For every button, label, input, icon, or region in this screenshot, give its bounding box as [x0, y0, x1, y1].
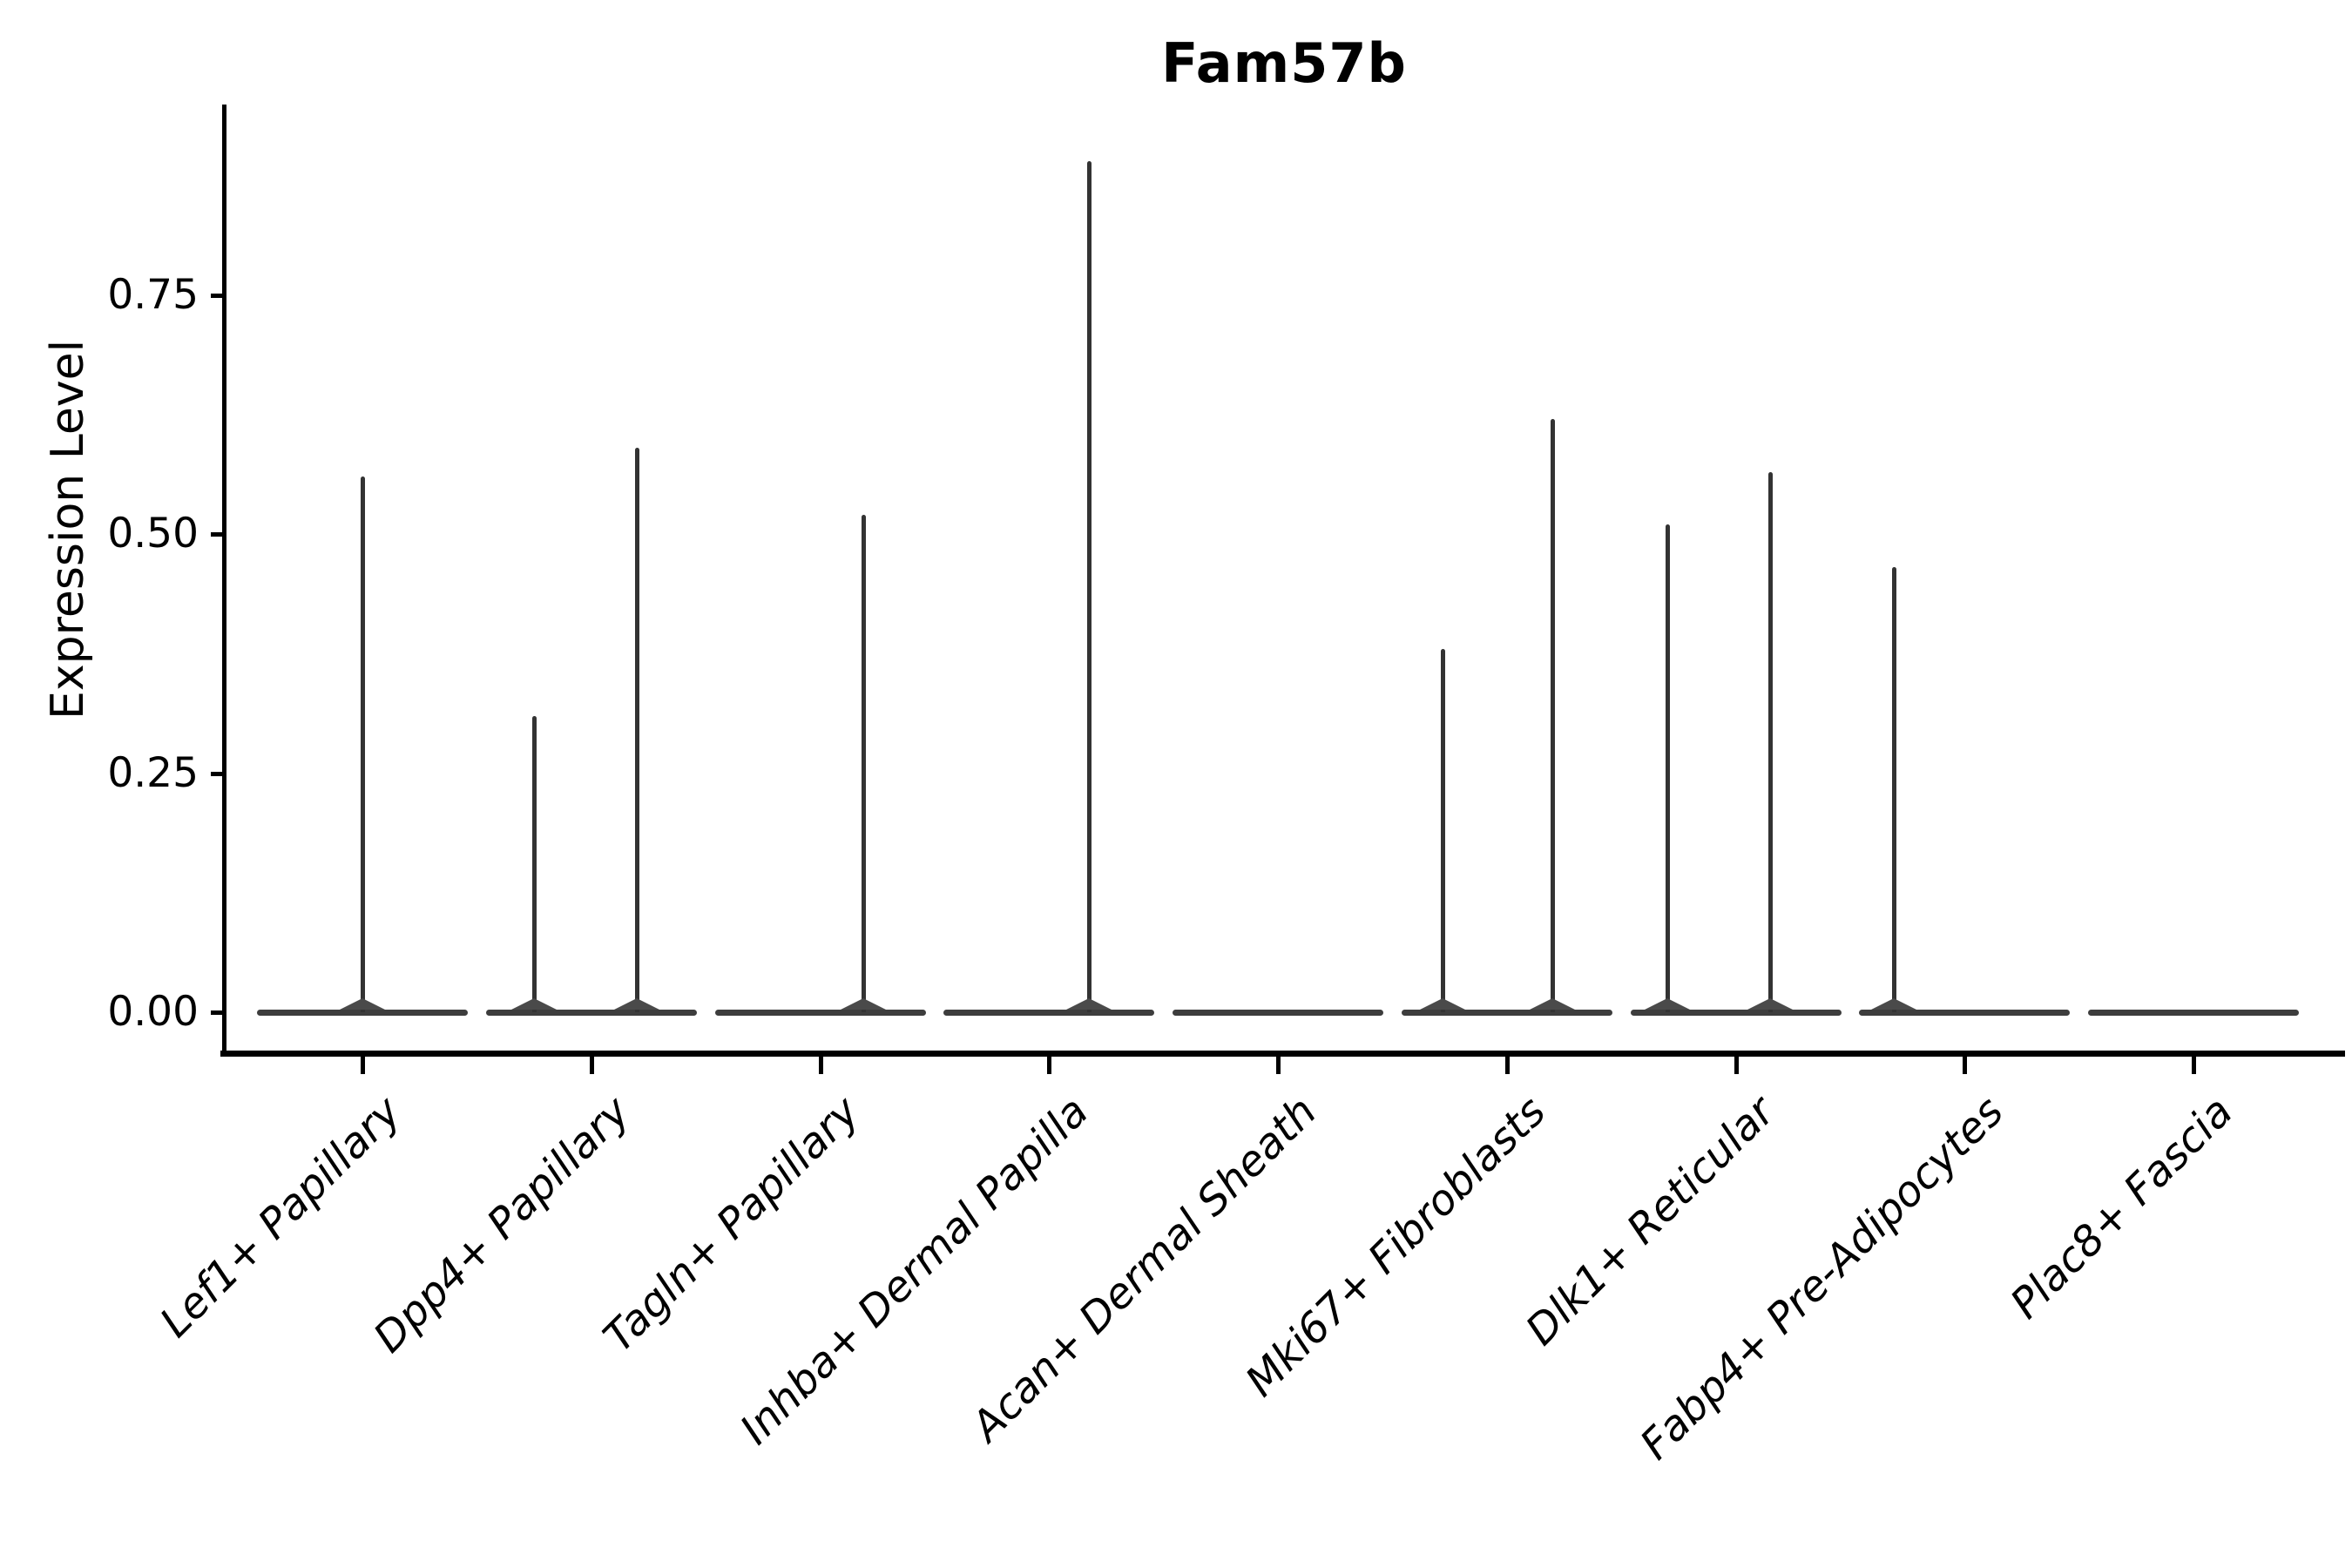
violin-spike — [862, 515, 867, 1012]
y-tick — [211, 1010, 225, 1015]
violin-spike — [361, 476, 365, 1012]
x-tick — [1963, 1057, 1968, 1074]
x-tick — [1276, 1057, 1281, 1074]
x-tick — [361, 1057, 365, 1074]
x-tick-label: Dlk1+ Reticular — [1516, 1087, 1785, 1355]
violin-spike — [1665, 524, 1670, 1012]
violin-spike — [1891, 567, 1896, 1012]
violin-body — [485, 1010, 697, 1016]
x-tick — [589, 1057, 594, 1074]
x-tick-label: Plac8+ Fascia — [2000, 1087, 2242, 1328]
x-tick-label: Fabp4+ Pre-Adipocytes — [1631, 1087, 2013, 1470]
x-tick — [2192, 1057, 2196, 1074]
violin-body — [943, 1010, 1155, 1016]
y-tick — [211, 532, 225, 537]
x-tick-label: Dpp4+ Papillary — [364, 1087, 640, 1362]
y-tick-label: 0.75 — [107, 270, 199, 319]
chart-title: Fam57b — [1161, 31, 1407, 95]
spike-base-bump — [841, 998, 887, 1010]
spike-base-bump — [511, 998, 558, 1010]
x-axis-spine — [220, 1051, 2345, 1057]
violin-body — [2088, 1010, 2299, 1016]
spike-base-bump — [1066, 998, 1112, 1010]
violin-spike — [635, 448, 640, 1012]
violin-body — [1173, 1010, 1383, 1016]
x-tick-label: Lef1+ Papillary — [151, 1087, 411, 1348]
spike-base-bump — [614, 998, 660, 1010]
y-tick — [211, 293, 225, 298]
y-tick-label: 0.00 — [107, 988, 199, 1036]
violin-body — [714, 1010, 926, 1016]
x-tick — [1504, 1057, 1510, 1074]
violin-body — [1401, 1010, 1612, 1016]
spike-base-bump — [1644, 998, 1690, 1010]
x-tick — [1047, 1057, 1052, 1074]
violin-body — [1859, 1010, 2071, 1016]
y-tick-label: 0.50 — [107, 510, 199, 558]
violin-spike — [1441, 649, 1446, 1012]
violin-spike — [1551, 419, 1556, 1012]
violin-spike — [1767, 472, 1773, 1012]
x-tick-label: Tagln+ Papillary — [593, 1087, 869, 1362]
spike-base-bump — [1530, 998, 1576, 1010]
spike-base-bump — [1870, 998, 1916, 1010]
x-tick — [1734, 1057, 1739, 1074]
violin-spike — [532, 716, 537, 1012]
violin-spike — [1087, 161, 1092, 1012]
y-axis-spine — [222, 105, 226, 1057]
spike-base-bump — [1747, 998, 1793, 1010]
x-tick — [818, 1057, 823, 1074]
spike-base-bump — [340, 998, 385, 1010]
y-tick — [211, 771, 225, 776]
y-tick-label: 0.25 — [107, 748, 199, 797]
violin-body — [257, 1010, 468, 1016]
spike-base-bump — [1420, 998, 1466, 1010]
violin-body — [1630, 1010, 1842, 1016]
